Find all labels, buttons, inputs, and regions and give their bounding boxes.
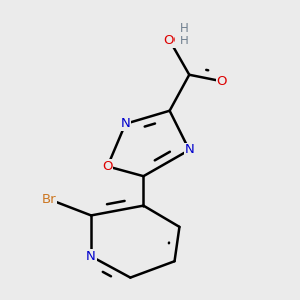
Text: H: H [180, 22, 189, 35]
Text: O: O [163, 34, 173, 47]
Text: O: O [102, 160, 113, 173]
Text: O: O [164, 34, 175, 47]
Text: O: O [217, 75, 227, 88]
Text: H: H [180, 34, 189, 47]
Text: N: N [121, 117, 130, 130]
Text: N: N [86, 250, 96, 263]
Text: Br: Br [41, 193, 56, 206]
Text: N: N [184, 143, 194, 157]
